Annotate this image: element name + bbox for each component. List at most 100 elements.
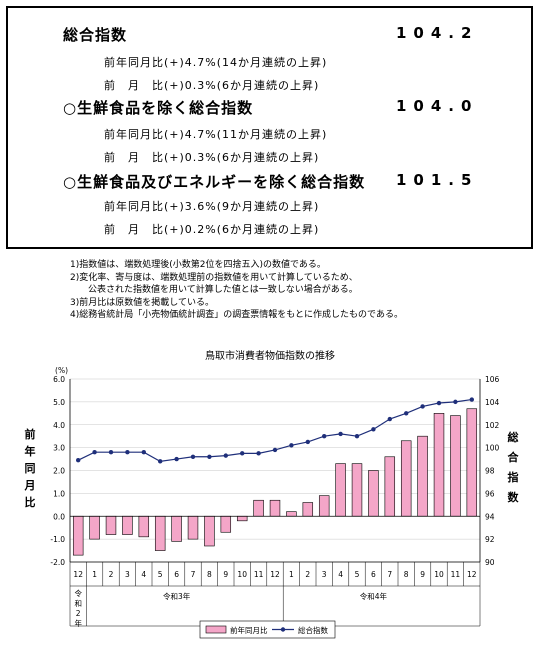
cpi-chart: 鳥取市消費者物価指数の推移 6.0 5.0 4.0 3.0 2.0 1.0 0.0 -1.0 -… (24, 349, 520, 639)
row-label: 前年同月比 (104, 56, 164, 69)
right-axis-title: 総合指数 (508, 430, 520, 504)
x-tick-label: 3 (322, 570, 327, 579)
x-tick-label: 10 (237, 570, 247, 579)
row-label: 前 月 比 (104, 151, 164, 164)
bar (335, 463, 346, 517)
left-tick-label: 4.0 (53, 421, 65, 430)
footnote: 1)指数値は、端数処理後(小数第2位を四捨五入)の数値である。 (70, 260, 326, 270)
x-tick-label: 9 (223, 570, 228, 579)
footnote: 3)前月比は原数値を掲載している。 (70, 297, 214, 308)
line-point (305, 439, 310, 445)
left-tick-label: 2.0 (53, 467, 65, 476)
bar (351, 463, 363, 517)
x-tick-label: 6 (371, 570, 376, 579)
legend-swatch-bar (205, 625, 227, 634)
x-tick-label: 12 (73, 570, 83, 579)
line-point (272, 447, 278, 453)
section-2-row-2: 前 月 比(+)0.3%(6か月連続の上昇) (104, 149, 319, 165)
year-label: 令和3年 (163, 591, 191, 601)
bar (417, 435, 428, 517)
row-text: (+)0.3%(6か月連続の上昇) (164, 79, 320, 92)
row-label: 前年同月比 (104, 200, 164, 213)
year-label-char: 和 (74, 599, 82, 608)
left-axis-title: 前年同月比 (24, 427, 36, 509)
bar (384, 456, 396, 517)
footnotes: 1)指数値は、端数処理後(小数第2位を四捨五入)の数値である。 2)変化率、寄与… (70, 259, 403, 322)
footnote: 公表された指数値を用いて計算した値とは一致しない場合がある。 (88, 285, 358, 296)
x-tick-label: 12 (467, 570, 477, 579)
line-point (190, 454, 196, 459)
bar (433, 413, 445, 517)
x-tick-label: 8 (207, 570, 212, 579)
x-tick-label: 7 (387, 570, 392, 579)
section-1-value: 104.2 (396, 24, 479, 42)
x-tick-label: 3 (125, 570, 130, 579)
axis-title-char: 指 (508, 470, 519, 484)
bar (187, 515, 199, 540)
section-2-title: ○生鮮食品を除く総合指数 (63, 99, 254, 117)
line-point (404, 411, 409, 416)
line-point (354, 433, 360, 439)
line-point (387, 416, 392, 422)
axis-title-char: 年 (25, 444, 36, 458)
section-3-row-1: 前年同月比(+)3.6%(9か月連続の上昇) (104, 198, 319, 214)
line-point (207, 454, 212, 459)
line-point (371, 427, 376, 432)
line-point (76, 458, 81, 463)
footnote: 2)変化率、寄与度は、端数処理前の指数値を用いて計算しているため、 (70, 272, 358, 283)
year-label-char: 年 (74, 618, 82, 628)
line-point (240, 451, 245, 456)
year-label-char: 令 (74, 588, 82, 598)
line-point (223, 453, 228, 458)
left-tick-label: 5.0 (53, 398, 65, 407)
row-label: 前 月 比 (104, 223, 164, 236)
line-point (174, 456, 179, 462)
axis-title-char: 前 (25, 427, 36, 441)
left-tick-label: 1.0 (53, 489, 65, 498)
legend-swatch-point (280, 627, 286, 632)
bar (220, 515, 232, 533)
section-1-row-2: 前 月 比(+)0.3%(6か月連続の上昇) (104, 77, 319, 93)
right-tick-label: 90 (485, 558, 495, 567)
year-label-char: 2 (76, 609, 81, 618)
left-tick-label: -2.0 (50, 558, 65, 567)
line-point (289, 443, 294, 448)
axis-title-char: 同 (25, 462, 36, 475)
x-tick-label: 2 (305, 570, 310, 579)
x-tick-label: 4 (141, 570, 146, 579)
line-point (92, 450, 97, 455)
bar (318, 495, 330, 517)
legend-label: 総合指数 (298, 625, 328, 635)
bar (236, 515, 248, 522)
right-tick-label: 94 (485, 512, 495, 521)
line-point (322, 433, 327, 439)
bar (154, 515, 166, 551)
year-label: 令和4年 (360, 591, 388, 601)
section-1-row-1: 前年同月比(+)4.7%(14か月連続の上昇) (104, 54, 327, 70)
x-tick-label: 4 (338, 570, 343, 579)
line-point (453, 399, 458, 405)
bar (89, 515, 100, 540)
section-3-row-2: 前 月 比(+)0.2%(6か月連続の上昇) (104, 221, 319, 237)
x-tick-label: 7 (191, 570, 196, 579)
line-point (141, 450, 146, 455)
section-3-title: ○生鮮食品及びエネルギーを除く総合指数 (63, 173, 366, 191)
bar (253, 499, 264, 517)
bar (138, 515, 150, 538)
axis-title-char: 総 (508, 430, 519, 444)
axis-title-char: 比 (25, 495, 36, 509)
section-2-value: 104.0 (396, 97, 479, 115)
bar (269, 499, 281, 517)
left-tick-label: 0.0 (53, 512, 65, 521)
x-tick-label: 5 (158, 570, 163, 579)
row-text: (+)0.3%(6か月連続の上昇) (164, 151, 320, 164)
bar (466, 408, 478, 517)
x-tick-label: 5 (355, 570, 360, 579)
line-point (420, 404, 425, 409)
legend-label: 前年同月比 (230, 625, 268, 635)
left-tick-label: 6.0 (53, 375, 65, 384)
row-text: (+)3.6%(9か月連続の上昇) (164, 200, 320, 213)
row-text: (+)4.7%(11か月連続の上昇) (164, 128, 328, 141)
row-text: (+)4.7%(14か月連続の上昇) (164, 56, 328, 69)
left-tick-label: 3.0 (53, 444, 65, 453)
